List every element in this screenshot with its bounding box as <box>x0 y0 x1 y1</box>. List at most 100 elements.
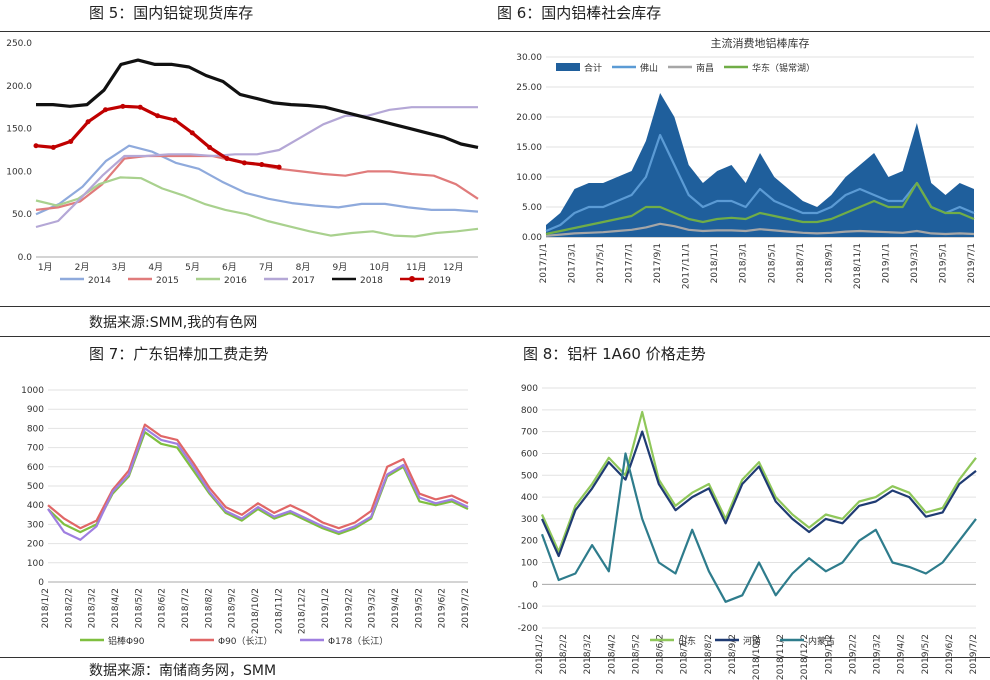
series-point <box>85 119 91 125</box>
x-tick-label: 10月 <box>369 262 389 273</box>
x-tick-label: 2018/8/2 <box>204 588 214 628</box>
y-tick-label: 30.00 <box>516 53 542 63</box>
x-tick-label: 2019/2/2 <box>848 634 858 674</box>
figure-8-title: 图 8：铝杆 1A60 价格走势 <box>523 345 706 363</box>
x-tick-label: 2017/11/1 <box>682 243 692 289</box>
x-tick-label: 2018/4/2 <box>607 634 617 674</box>
y-tick-label: 500 <box>521 471 538 481</box>
y-tick-label: 900 <box>521 384 538 394</box>
x-tick-label: 2019/1/2 <box>824 634 834 674</box>
legend-marker <box>409 276 415 282</box>
x-tick-label: 2017/1/1 <box>539 243 549 283</box>
y-tick-label: 900 <box>27 405 44 415</box>
legend-label: 内蒙古 <box>808 635 835 647</box>
x-tick-label: 2019/1/1 <box>881 243 891 283</box>
x-tick-label: 5月 <box>185 262 200 273</box>
chart-guangdong-rod-processing-fee: 0 100 200 300 400 500 600 700 800 900 1000 2018/1/2… <box>21 386 471 647</box>
series-line-2 <box>545 222 975 237</box>
legend-label: 华东（锡常湖） <box>752 62 815 74</box>
x-tick-label: 2018/9/2 <box>728 634 738 674</box>
x-tick-label: 2018/5/2 <box>631 634 641 674</box>
x-tick-label: 2018/12/2 <box>298 588 308 634</box>
x-tick-label: 2018/5/1 <box>767 243 777 283</box>
x-tick-label: 2018/11/1 <box>853 243 863 289</box>
y-tick-label: 200 <box>521 537 538 547</box>
x-tick-label: 2018/9/2 <box>228 588 238 628</box>
series-point <box>102 107 108 113</box>
x-tick-label: 2019/1/2 <box>321 588 331 628</box>
legend-label: 2016 <box>224 276 247 286</box>
x-tick-label: 2018/4/2 <box>111 588 121 628</box>
series-point <box>120 103 126 109</box>
y-tick-label: 300 <box>521 515 538 525</box>
figure-6-title: 图 6：国内铝棒社会库存 <box>497 4 662 22</box>
mid-divider-1 <box>0 306 990 307</box>
x-tick-label: 2019/3/2 <box>368 588 378 628</box>
legend-label: 2014 <box>88 276 111 286</box>
chart-aluminium-rod-social-inventory: 主流消费地铝棒库存 0.00 5.00 10.00 15.00 20.00 25.00 30.… <box>516 36 977 289</box>
legend-label: 河南 <box>743 635 761 647</box>
source-note-1: 数据来源:SMM,我的有色网 <box>89 315 258 331</box>
y-tick-label: 500 <box>27 482 44 492</box>
x-tick-label: 9月 <box>333 262 348 273</box>
x-tick-label: 2018/7/2 <box>680 634 690 674</box>
y-tick-label: 150.0 <box>6 125 32 135</box>
x-tick-label: 2019/7/1 <box>967 243 977 283</box>
x-tick-label: 2018/10/2 <box>251 588 261 634</box>
x-tick-label: 2019/7/2 <box>461 588 471 628</box>
x-tick-label: 2019/5/2 <box>921 634 931 674</box>
series-point <box>137 104 143 110</box>
series-line-3 <box>545 181 975 236</box>
y-tick-label: 50.0 <box>12 210 32 220</box>
series-point <box>68 138 74 144</box>
y-tick-label: 100 <box>521 559 538 569</box>
y-tick-label: 600 <box>521 449 538 459</box>
x-tick-label: 2018/7/1 <box>796 243 806 283</box>
y-tick-label: 400 <box>27 501 44 511</box>
x-tick-label: 2019/5/1 <box>938 243 948 283</box>
legend-swatch <box>556 63 580 71</box>
x-tick-label: 2017/7/1 <box>625 243 635 283</box>
series-line-3 <box>35 106 478 229</box>
y-tick-label: 0.00 <box>522 233 542 243</box>
x-tick-label: 2月 <box>75 262 90 273</box>
y-tick-label: 0 <box>38 578 44 588</box>
legend-label: 南昌 <box>696 62 714 74</box>
y-tick-label: 800 <box>27 424 44 434</box>
series-line-0 <box>35 144 479 216</box>
x-tick-label: 2019/7/2 <box>969 634 979 674</box>
series-line-2 <box>35 176 479 238</box>
x-tick-label: 2017/9/1 <box>653 243 663 283</box>
x-tick-label: 2018/2/2 <box>559 634 569 674</box>
y-tick-label: -100 <box>518 602 539 612</box>
y-tick-label: -200 <box>518 624 539 634</box>
y-tick-label: 200.0 <box>6 82 32 92</box>
chart-domestic-aluminium-ingot-inventory: 0.0 50.0 100.0 150.0 200.0 250.0 1月 2月 3月 4月 5月 6月 7… <box>6 39 479 286</box>
series-line-1 <box>540 430 977 558</box>
series-point <box>189 130 195 136</box>
series-point <box>276 164 282 170</box>
x-tick-label: 2018/1/2 <box>535 634 545 674</box>
legend-label: 2018 <box>360 276 383 286</box>
series-point <box>33 143 39 149</box>
figure-7-title: 图 7：广东铝棒加工费走势 <box>89 345 269 363</box>
series-point <box>224 156 230 162</box>
x-tick-label: 2018/5/2 <box>134 588 144 628</box>
x-tick-label: 12月 <box>443 262 463 273</box>
y-tick-label: 0 <box>532 580 538 590</box>
legend-label: 山东 <box>678 635 696 647</box>
series-line-2 <box>540 452 977 603</box>
y-tick-label: 25.00 <box>516 83 542 93</box>
series-line-0 <box>540 410 977 553</box>
series-line-4 <box>36 58 479 149</box>
legend-label: Φ90（长江） <box>218 635 273 647</box>
x-tick-label: 3月 <box>112 262 127 273</box>
x-tick-label: 2018/3/2 <box>88 588 98 628</box>
x-tick-label: 2018/9/1 <box>824 243 834 283</box>
y-tick-label: 100 <box>27 559 44 569</box>
y-tick-label: 0.0 <box>18 253 33 263</box>
y-tick-label: 200 <box>27 540 44 550</box>
mid-divider-2 <box>0 336 990 337</box>
series-point <box>50 144 56 150</box>
legend-label: 2019 <box>428 276 451 286</box>
